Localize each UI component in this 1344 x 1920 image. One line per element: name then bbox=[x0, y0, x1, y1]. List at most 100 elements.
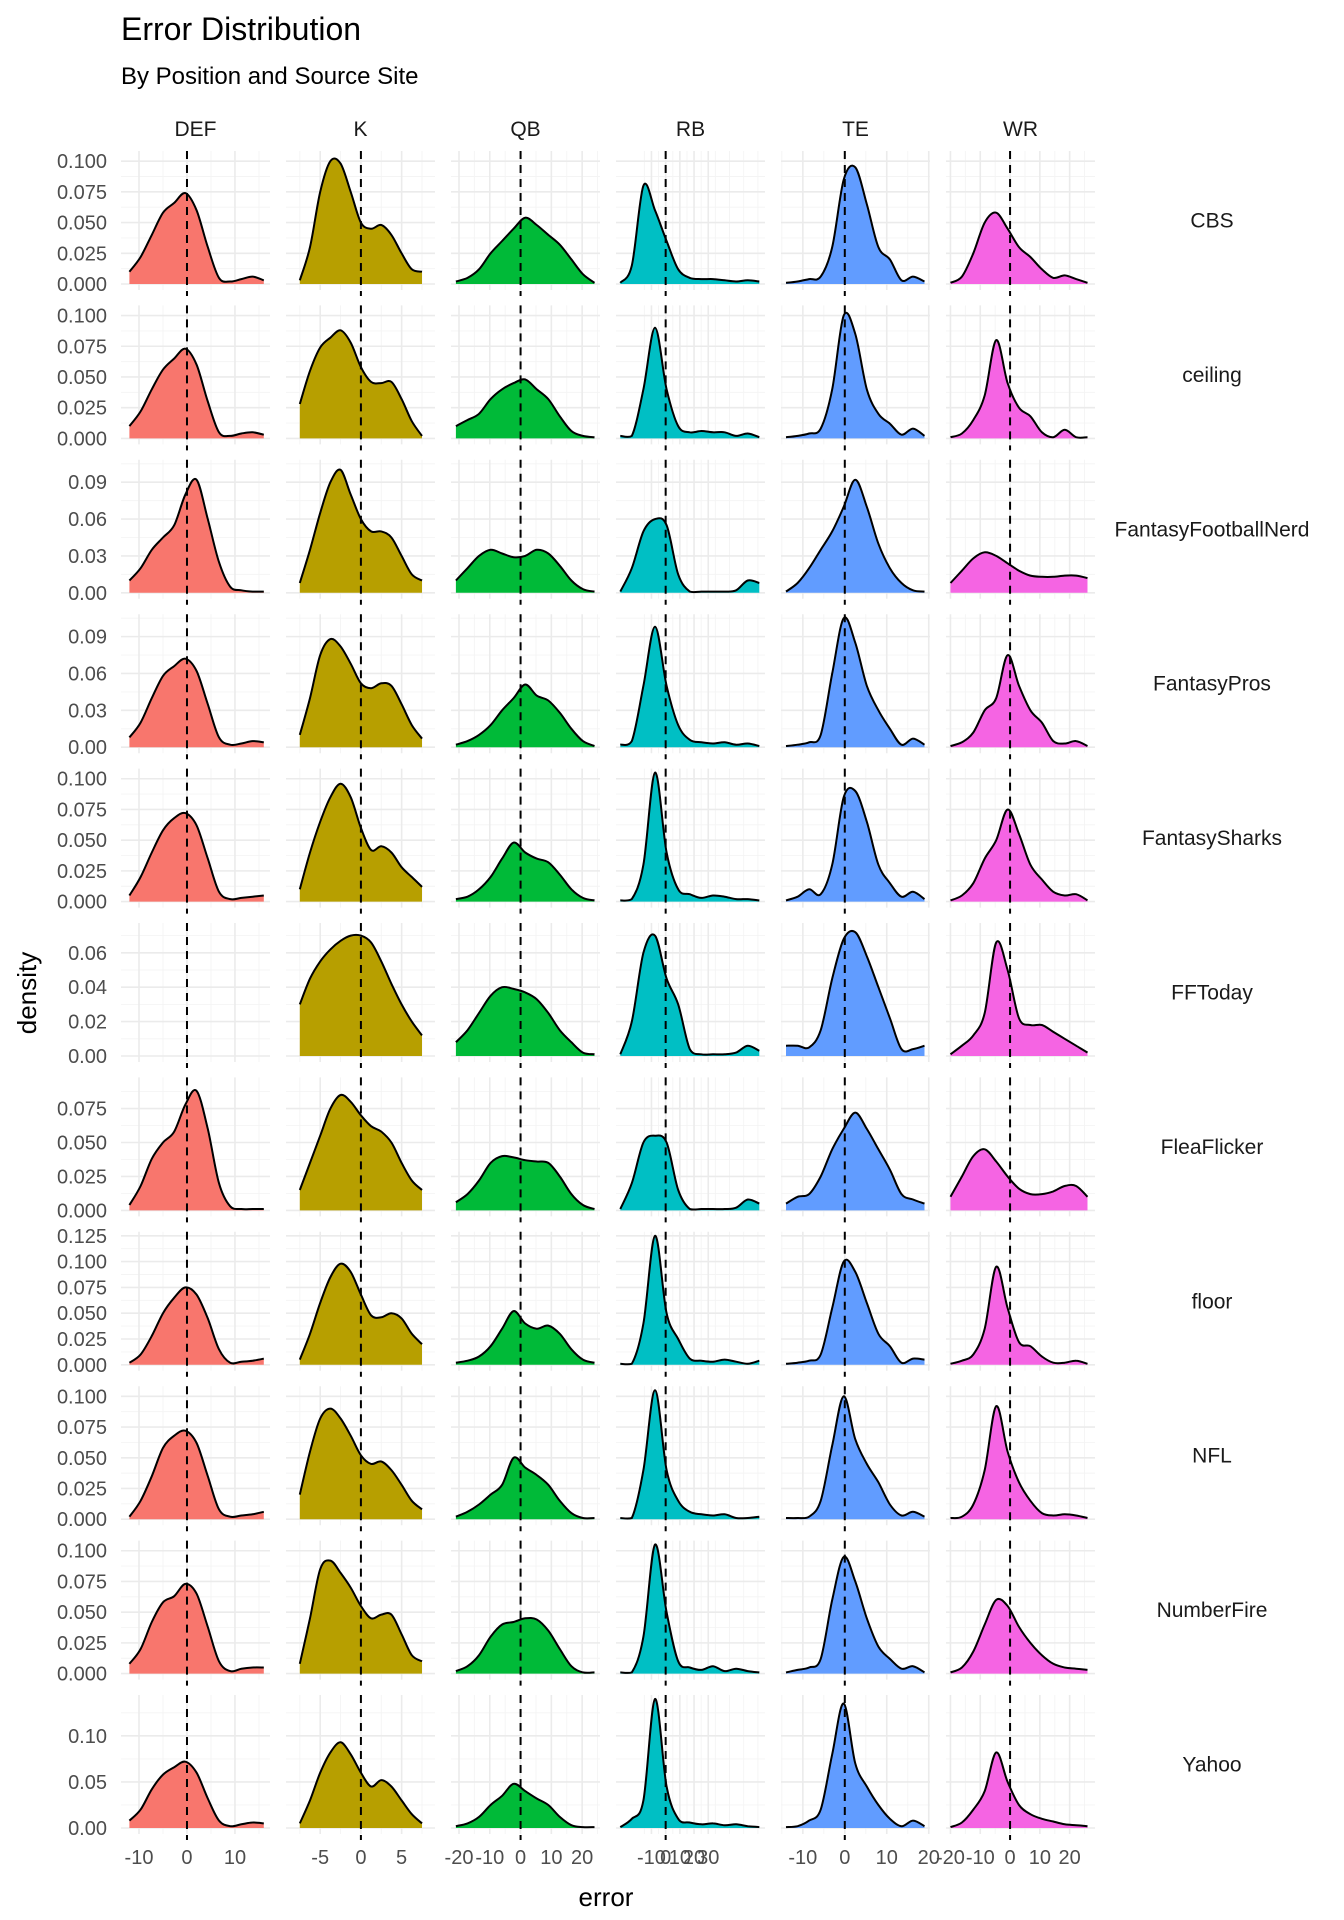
density-line bbox=[785, 616, 926, 747]
x-tick-label: 10 bbox=[876, 1847, 898, 1869]
density-area bbox=[455, 1457, 595, 1520]
density-line bbox=[455, 985, 595, 1056]
y-tick-label: 0.000 bbox=[57, 1664, 107, 1686]
density-area bbox=[786, 787, 925, 902]
column-strip-te: TE bbox=[842, 118, 869, 141]
density-line bbox=[298, 1407, 423, 1511]
density-line bbox=[128, 477, 264, 593]
y-tick-label: 0.04 bbox=[68, 977, 107, 999]
panel-te-floor bbox=[781, 1231, 930, 1377]
panel-qb-floor bbox=[451, 1231, 600, 1377]
density-line bbox=[785, 1111, 925, 1205]
density-line bbox=[785, 929, 925, 1053]
panel-def-yahoo bbox=[121, 1695, 270, 1840]
density-area bbox=[950, 1598, 1088, 1674]
y-tick-label: 0.025 bbox=[57, 1329, 107, 1351]
y-tick-label: 0.000 bbox=[57, 1200, 107, 1222]
panel-qb-ceiling bbox=[451, 305, 600, 451]
panel-wr-fantasysharks bbox=[946, 768, 1095, 914]
x-tick-label: 5 bbox=[396, 1847, 407, 1869]
density-line bbox=[298, 1559, 423, 1665]
x-tick-label: -20 bbox=[445, 1847, 474, 1869]
density-area bbox=[620, 1390, 760, 1520]
density-line bbox=[785, 786, 926, 902]
y-tick-label: 0.025 bbox=[57, 1633, 107, 1655]
density-area bbox=[455, 217, 595, 284]
x-tick-label: 10 bbox=[669, 1847, 691, 1869]
panel-k-fftoday bbox=[286, 923, 435, 1068]
panel-k-cbs bbox=[286, 151, 435, 296]
density-area bbox=[299, 158, 422, 284]
x-tick-label: 0 bbox=[181, 1847, 192, 1869]
row-strip-cbs: CBS bbox=[1190, 210, 1233, 233]
x-tick-label: 20 bbox=[1059, 1847, 1081, 1869]
panel-te-fantasypros bbox=[781, 614, 930, 760]
density-line bbox=[298, 637, 423, 740]
panel-def-fantasypros bbox=[121, 614, 270, 760]
y-tick-label: 0.05 bbox=[68, 1772, 107, 1794]
x-tick-label: 10 bbox=[224, 1847, 246, 1869]
x-tick-label: -5 bbox=[311, 1847, 329, 1869]
y-tick-label: 0.100 bbox=[57, 151, 107, 173]
y-tick-label: 0.050 bbox=[57, 830, 107, 852]
panel-wr-ceiling bbox=[946, 305, 1095, 451]
y-tick-label: 0.125 bbox=[57, 1226, 107, 1248]
density-area bbox=[950, 1149, 1088, 1211]
y-tick-label: 0.00 bbox=[68, 583, 107, 605]
density-line bbox=[785, 311, 926, 439]
y-tick-label: 0.025 bbox=[57, 1166, 107, 1188]
density-area bbox=[786, 930, 925, 1056]
density-line bbox=[128, 657, 264, 747]
density-line bbox=[298, 933, 423, 1036]
y-tick-label: 0.050 bbox=[57, 1448, 107, 1470]
y-tick-label: 0.000 bbox=[57, 428, 107, 450]
panel-k-nfl bbox=[286, 1386, 435, 1532]
density-line bbox=[455, 548, 595, 593]
density-line bbox=[455, 216, 596, 284]
density-line bbox=[950, 808, 1089, 902]
panel-k-yahoo bbox=[286, 1695, 435, 1840]
chart-subtitle: By Position and Source Site bbox=[121, 63, 419, 90]
density-area bbox=[786, 1112, 925, 1211]
panel-rb-floor bbox=[616, 1231, 765, 1377]
density-area bbox=[455, 684, 595, 748]
density-area bbox=[950, 654, 1088, 748]
panel-rb-yahoo bbox=[616, 1695, 765, 1840]
chart-title: Error Distribution bbox=[121, 11, 361, 47]
density-area bbox=[129, 1090, 264, 1211]
row-strip-fantasyfootballnerd: FantasyFootballNerd bbox=[1115, 518, 1310, 541]
row-strip-fleaflicker: FleaFlicker bbox=[1161, 1136, 1264, 1159]
panel-wr-fftoday bbox=[946, 923, 1095, 1068]
density-line bbox=[620, 1543, 760, 1674]
panel-qb-yahoo bbox=[451, 1695, 600, 1840]
x-tick-label: 30 bbox=[697, 1847, 719, 1869]
panel-rb-fantasyfootballnerd bbox=[616, 459, 765, 605]
density-line bbox=[455, 1310, 595, 1364]
column-strip-rb: RB bbox=[676, 118, 705, 141]
panel-def-fftoday bbox=[121, 923, 270, 1068]
x-tick-label: -20 bbox=[936, 1847, 965, 1869]
density-area bbox=[620, 934, 760, 1056]
x-tick-label: -10 bbox=[125, 1847, 154, 1869]
y-tick-label: 0.100 bbox=[57, 769, 107, 791]
y-tick-label: 0.00 bbox=[68, 1046, 107, 1068]
density-area bbox=[455, 1617, 595, 1674]
density-line bbox=[620, 1389, 760, 1520]
y-tick-label: 0.06 bbox=[68, 663, 107, 685]
density-line bbox=[950, 1405, 1088, 1520]
density-line bbox=[620, 625, 760, 747]
panel-wr-nfl bbox=[946, 1386, 1095, 1532]
panel-te-cbs bbox=[781, 151, 930, 296]
x-tick-label: 0 bbox=[515, 1847, 526, 1869]
density-area bbox=[950, 809, 1088, 902]
density-area bbox=[129, 192, 264, 284]
density-line bbox=[949, 1148, 1089, 1198]
panel-def-fantasyfootballnerd bbox=[121, 459, 270, 605]
density-area bbox=[786, 1259, 925, 1365]
panel-wr-floor bbox=[946, 1231, 1095, 1377]
y-tick-label: 0.025 bbox=[57, 1478, 107, 1500]
panel-wr-fleaflicker bbox=[946, 1077, 1095, 1223]
panel-rb-fleaflicker bbox=[616, 1077, 765, 1223]
density-line bbox=[620, 326, 760, 439]
x-tick-label: -10 bbox=[966, 1847, 995, 1869]
